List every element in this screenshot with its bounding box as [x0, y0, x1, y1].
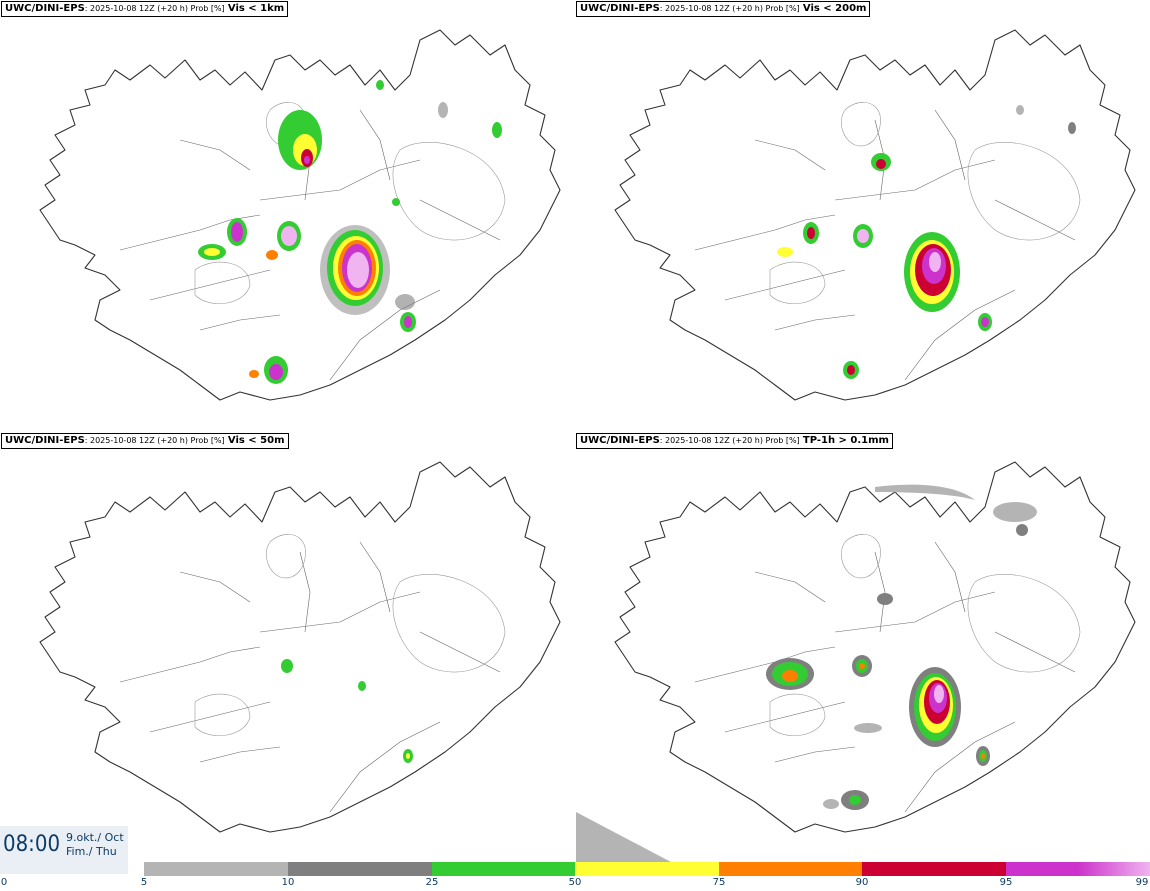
- variable-label: Vis < 200m: [802, 3, 867, 14]
- legend-swatch: [144, 862, 288, 876]
- legend-tick: 75: [712, 877, 726, 888]
- legend-tick: 50: [568, 877, 582, 888]
- panel-title: UWC/DINI-EPS: 2025-10-08 12Z (+20 h) Pro…: [1, 1, 289, 17]
- legend-swatch: [575, 862, 719, 876]
- legend-tick: 90: [855, 877, 869, 888]
- panel-title: UWC/DINI-EPS: 2025-10-08 12Z (+20 h) Pro…: [1, 433, 289, 449]
- legend-tick: 95: [999, 877, 1013, 888]
- valid-date: 9.okt./ Oct Fim./ Thu: [66, 831, 124, 859]
- valid-date-line2: Fim./ Thu: [66, 845, 117, 858]
- legend-tick: 10: [281, 877, 295, 888]
- model-name: UWC/DINI-EPS: [5, 435, 85, 446]
- map-panel-vis-200m[interactable]: UWC/DINI-EPS: 2025-10-08 12Z (+20 h) Pro…: [575, 0, 1150, 430]
- prob-blob-north: [278, 110, 322, 170]
- legend-tick: 0: [0, 877, 8, 888]
- legend-swatch: [1078, 862, 1150, 876]
- prob-blob-vatnajokull: [320, 225, 390, 315]
- run-meta: : 2025-10-08 12Z (+20 h) Prob [%]: [84, 4, 225, 13]
- run-meta: : 2025-10-08 12Z (+20 h) Prob [%]: [659, 4, 800, 13]
- run-meta: : 2025-10-08 12Z (+20 h) Prob [%]: [84, 436, 225, 445]
- map-vis-1km: [39, 29, 561, 401]
- valid-time-badge: 08:00 9.okt./ Oct Fim./ Thu: [0, 826, 128, 874]
- variable-label: TP-1h > 0.1mm: [802, 435, 889, 446]
- legend-swatch: [432, 862, 575, 876]
- legend-tick: 99: [1135, 877, 1149, 888]
- valid-time: 08:00: [3, 832, 61, 857]
- variable-label: Vis < 50m: [227, 435, 285, 446]
- variable-label: Vis < 1km: [227, 3, 285, 14]
- prob-blob-west: [198, 218, 301, 260]
- valid-date-line1: 9.okt./ Oct: [66, 831, 124, 844]
- run-meta: : 2025-10-08 12Z (+20 h) Prob [%]: [659, 436, 800, 445]
- legend-swatch: [719, 862, 862, 876]
- map-panel-vis-1km[interactable]: UWC/DINI-EPS: 2025-10-08 12Z (+20 h) Pro…: [0, 0, 575, 430]
- map-panel-precip[interactable]: UWC/DINI-EPS: 2025-10-08 12Z (+20 h) Pro…: [575, 432, 1150, 862]
- legend-tick: 25: [425, 877, 439, 888]
- model-name: UWC/DINI-EPS: [580, 3, 660, 14]
- legend-tick: 5: [140, 877, 148, 888]
- panel-title: UWC/DINI-EPS: 2025-10-08 12Z (+20 h) Pro…: [576, 1, 871, 17]
- map-precip: [614, 461, 1136, 833]
- color-legend: 0 5 10 25 50 75 90 95 99: [0, 862, 1150, 891]
- model-name: UWC/DINI-EPS: [580, 435, 660, 446]
- panel-title: UWC/DINI-EPS: 2025-10-08 12Z (+20 h) Pro…: [576, 433, 893, 449]
- prob-blob-south: [249, 294, 416, 384]
- map-vis-200m: [614, 29, 1136, 401]
- map-panel-vis-50m[interactable]: UWC/DINI-EPS: 2025-10-08 12Z (+20 h) Pro…: [0, 432, 575, 862]
- legend-swatch: [288, 862, 432, 876]
- map-vis-50m: [39, 461, 561, 833]
- model-name: UWC/DINI-EPS: [5, 3, 85, 14]
- legend-swatch: [1006, 862, 1078, 876]
- legend-swatch: [862, 862, 1006, 876]
- time-progress-wedge[interactable]: [576, 812, 671, 862]
